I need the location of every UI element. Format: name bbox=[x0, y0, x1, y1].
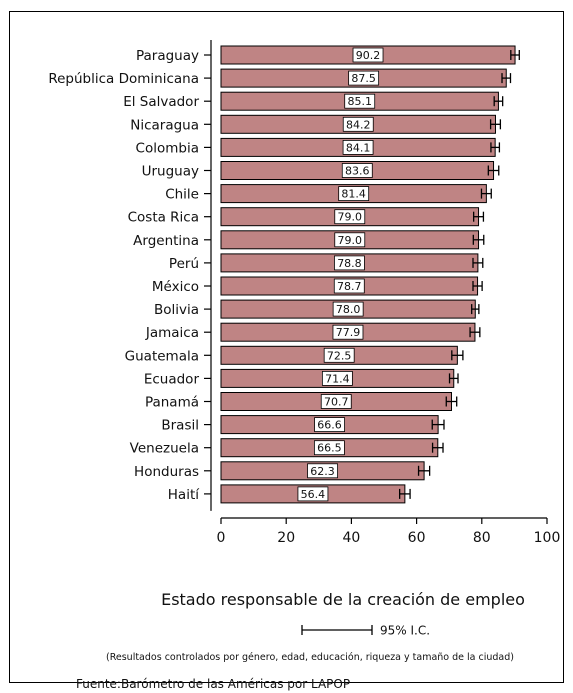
value-label: 83.6 bbox=[345, 165, 370, 178]
x-tick-label: 20 bbox=[277, 530, 295, 546]
value-label-box bbox=[342, 116, 374, 132]
category-label: Colombia bbox=[136, 140, 199, 156]
category-label: Guatemala bbox=[125, 348, 199, 364]
value-label-box bbox=[332, 301, 364, 317]
value-label: 81.4 bbox=[341, 188, 366, 201]
category-label: República Dominicana bbox=[48, 71, 199, 87]
category-labels: Paraguay República Dominicana El Salvador N… bbox=[48, 48, 200, 503]
value-label-box bbox=[348, 70, 380, 86]
category-label: Bolivia bbox=[154, 302, 199, 318]
value-label: 84.2 bbox=[346, 118, 371, 131]
x-tick-label: 0 bbox=[217, 530, 226, 546]
value-label-box bbox=[314, 417, 345, 433]
y-axis bbox=[204, 40, 212, 511]
category-label: Ecuador bbox=[144, 371, 200, 387]
category-label: Perú bbox=[169, 256, 199, 272]
value-label-box bbox=[334, 232, 366, 248]
x-tick-label: 40 bbox=[342, 530, 360, 546]
value-label: 56.4 bbox=[301, 488, 326, 501]
x-tick-label: 60 bbox=[408, 530, 426, 546]
value-label-box bbox=[313, 440, 345, 456]
value-label: 66.5 bbox=[317, 442, 342, 455]
value-label: 78.0 bbox=[336, 303, 361, 316]
x-tick-label: 80 bbox=[473, 530, 491, 546]
value-label-box bbox=[344, 93, 376, 109]
value-label: 79.0 bbox=[338, 234, 363, 247]
value-label-box bbox=[338, 186, 370, 202]
value-labels: 90.2 87.5 85.1 84.2 84.1 83.6 81.4 79.0 79.0 78.8… bbox=[297, 47, 384, 502]
category-label: Nicaragua bbox=[130, 117, 199, 133]
value-label-box bbox=[323, 347, 355, 363]
value-label: 85.1 bbox=[347, 95, 372, 108]
error-bars bbox=[398, 50, 520, 499]
category-label: Panamá bbox=[145, 395, 199, 411]
category-label: México bbox=[152, 279, 199, 295]
value-label: 66.6 bbox=[317, 419, 342, 432]
category-label: Brasil bbox=[161, 418, 199, 434]
value-label: 62.3 bbox=[310, 465, 335, 478]
value-label-box bbox=[320, 394, 352, 409]
value-label: 78.8 bbox=[337, 257, 362, 270]
value-label-box bbox=[333, 278, 365, 294]
category-label: El Salvador bbox=[123, 94, 199, 110]
value-label-box bbox=[297, 486, 329, 502]
value-label: 90.2 bbox=[356, 49, 381, 62]
value-label: 70.7 bbox=[324, 396, 349, 409]
legend: 95% I.C. bbox=[301, 624, 430, 638]
category-label: Haití bbox=[168, 487, 200, 503]
value-label: 77.9 bbox=[336, 326, 361, 339]
value-label-box bbox=[334, 255, 365, 271]
legend-label: 95% I.C. bbox=[380, 624, 430, 638]
value-label: 78.7 bbox=[337, 280, 362, 293]
x-tick-label: 100 bbox=[534, 530, 561, 546]
value-label-box bbox=[334, 209, 366, 225]
category-label: Jamaica bbox=[145, 325, 199, 341]
value-label-box bbox=[341, 163, 373, 178]
x-axis-title: Estado responsable de la creación de emp… bbox=[161, 590, 525, 609]
category-label: Chile bbox=[165, 187, 199, 203]
category-label: Paraguay bbox=[136, 48, 199, 64]
category-label: Uruguay bbox=[142, 164, 199, 180]
category-label: Argentina bbox=[133, 233, 199, 249]
value-label: 72.5 bbox=[327, 349, 352, 362]
category-label: Honduras bbox=[134, 464, 199, 480]
value-label-box bbox=[342, 139, 374, 155]
value-label-box bbox=[352, 47, 384, 63]
value-label: 71.4 bbox=[325, 372, 350, 385]
value-label: 79.0 bbox=[338, 211, 363, 224]
footnote: (Resultados controlados por género, edad… bbox=[106, 652, 514, 663]
category-label: Costa Rica bbox=[128, 210, 199, 226]
category-label: Venezuela bbox=[130, 441, 199, 457]
value-label: 84.1 bbox=[346, 141, 371, 154]
value-label-box bbox=[307, 463, 338, 479]
source-credit: Fuente:Barómetro de las Américas por LAP… bbox=[76, 677, 350, 691]
value-label-box bbox=[332, 324, 364, 340]
x-axis: 0 20 40 60 80 100 bbox=[217, 517, 561, 546]
value-label: 87.5 bbox=[351, 72, 376, 85]
bars bbox=[220, 45, 516, 504]
value-label-box bbox=[321, 370, 353, 386]
